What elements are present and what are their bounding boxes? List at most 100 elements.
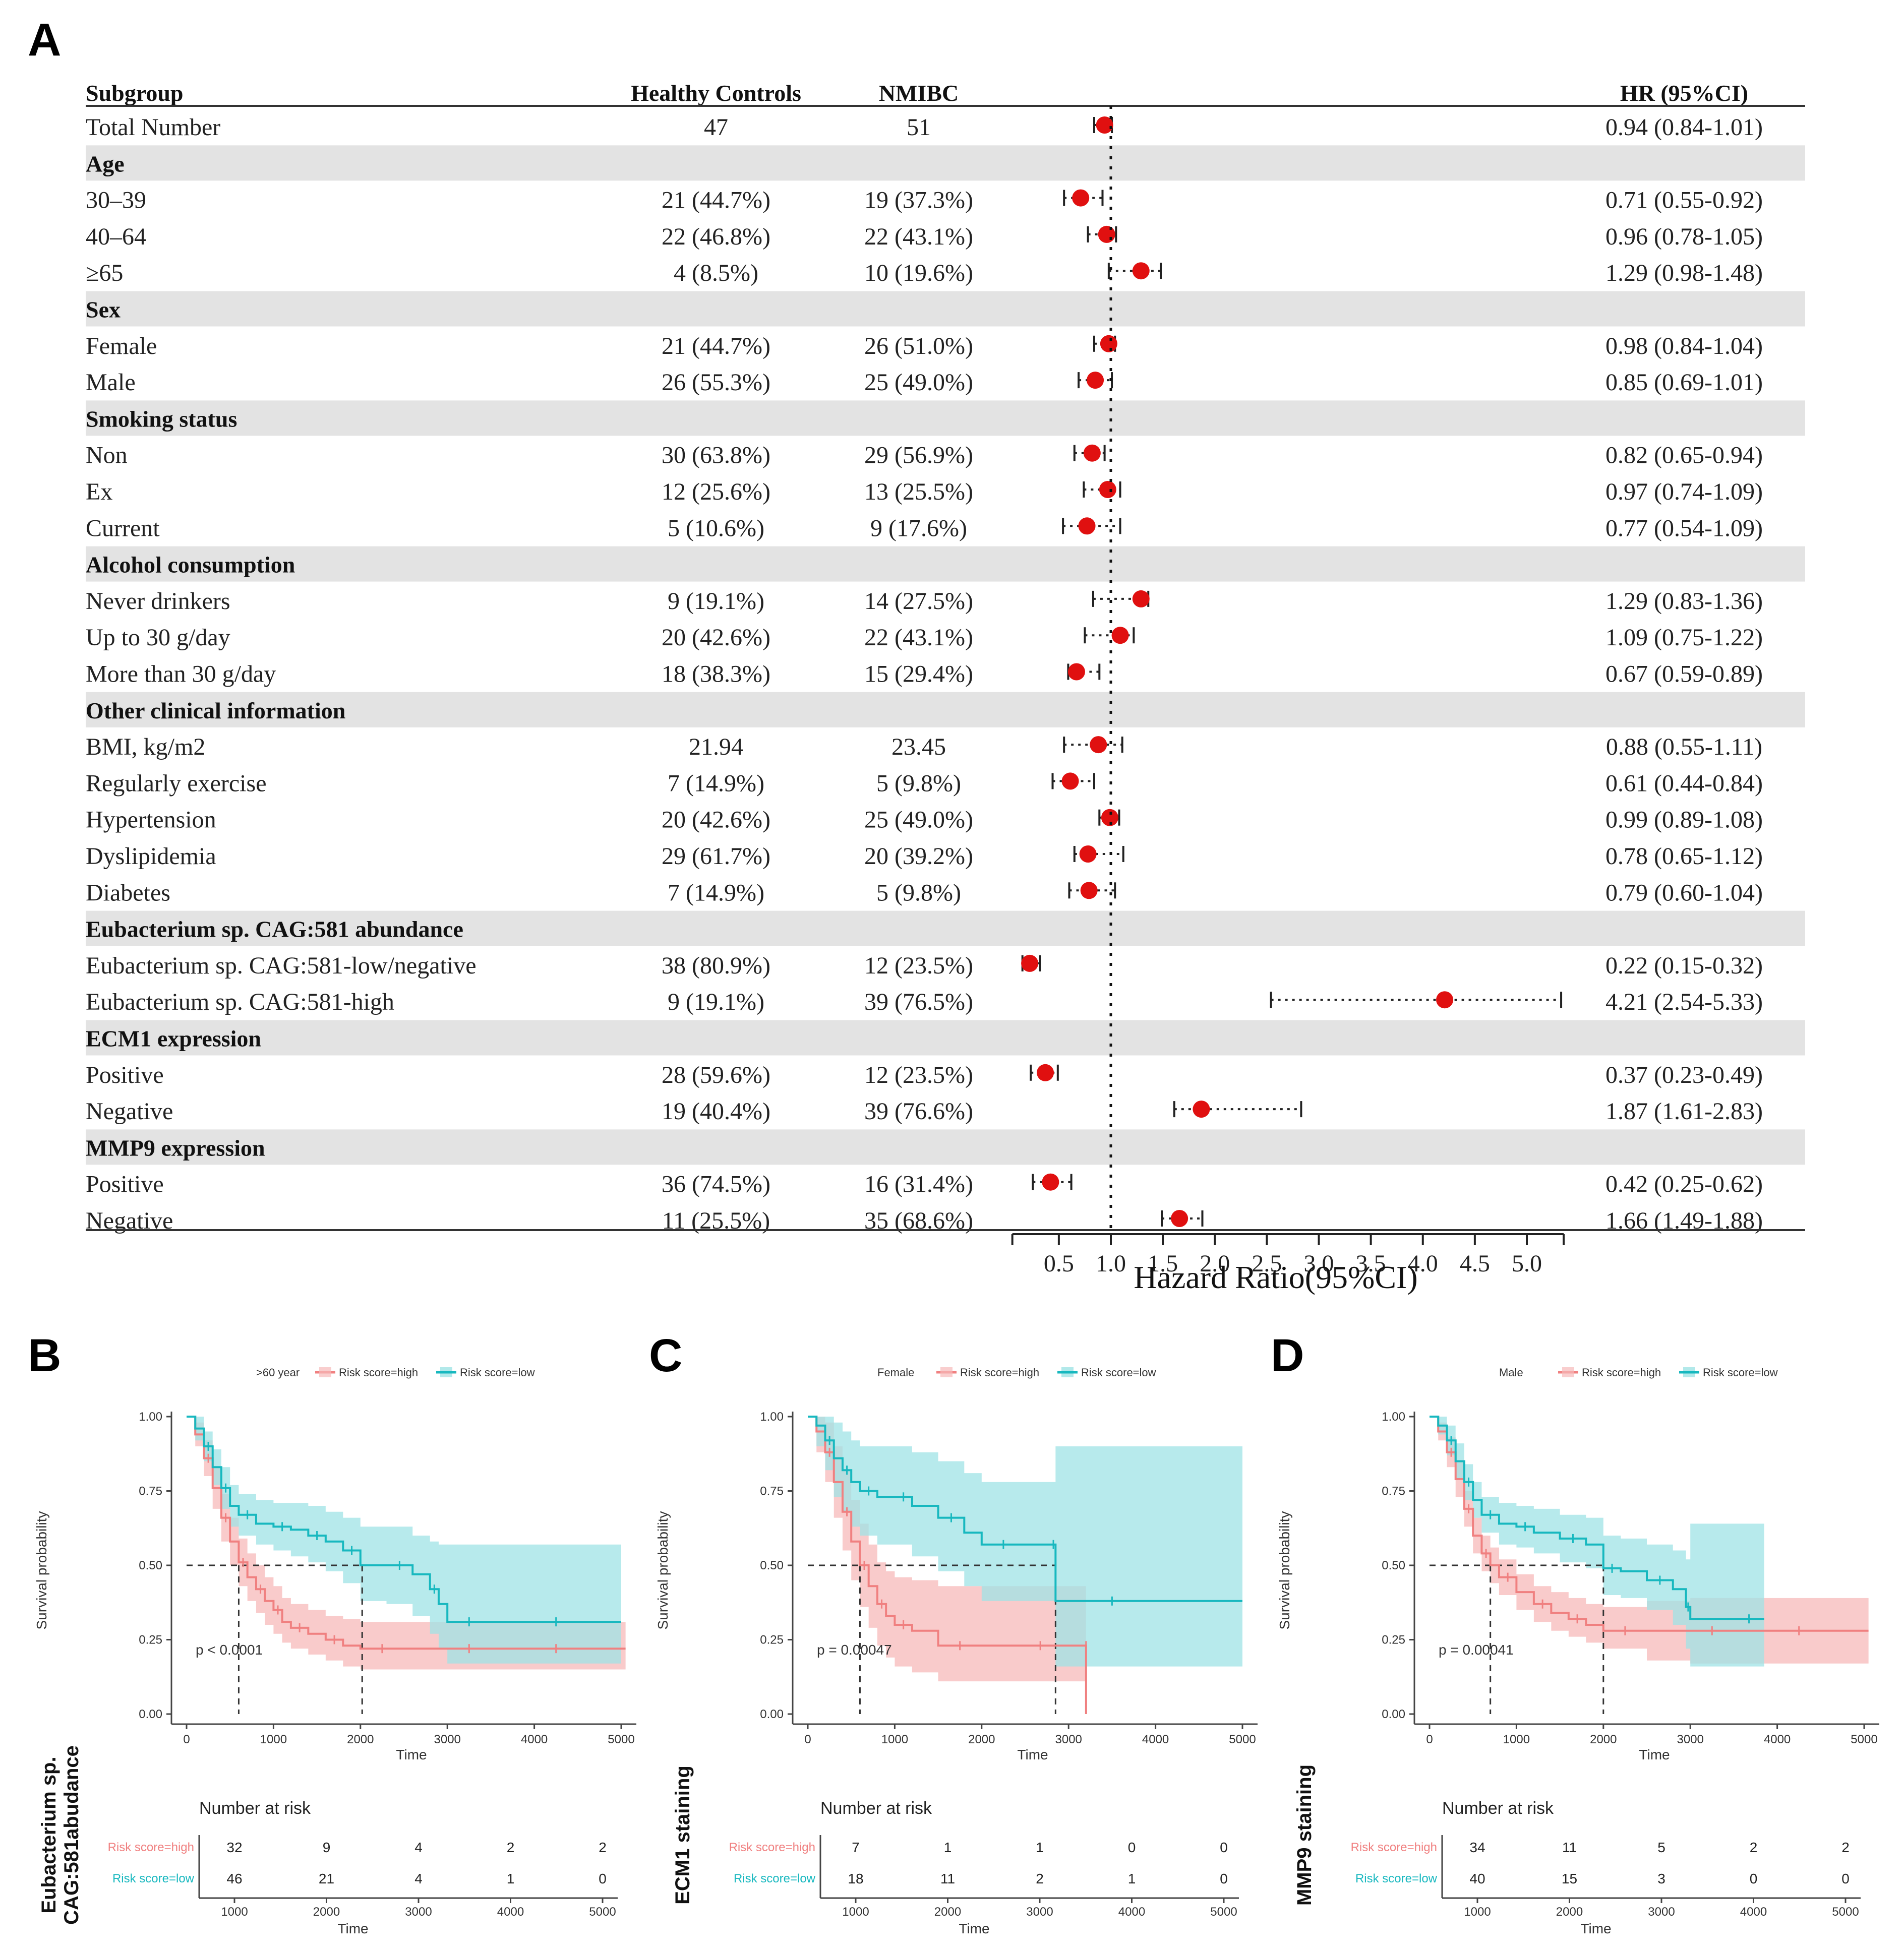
- risk-x-tick-label: 4000: [1118, 1905, 1145, 1919]
- nmibc-value: 13 (25.5%): [864, 478, 973, 505]
- nmibc-value: 5 (9.8%): [876, 770, 961, 797]
- healthy-controls-value: 9 (19.1%): [668, 989, 764, 1015]
- risk-row-label-high: Risk score=high: [108, 1841, 194, 1854]
- ci-ribbon-high: [1430, 1417, 1869, 1664]
- y-tick-label: 0.75: [139, 1485, 162, 1498]
- hr-value: 0.85 (0.69-1.01): [1605, 369, 1763, 396]
- risk-count-high: 2: [599, 1840, 607, 1855]
- risk-count-high: 4: [414, 1840, 423, 1855]
- risk-x-tick-label: 5000: [1832, 1905, 1859, 1919]
- risk-x-tick-label: 2000: [1556, 1905, 1583, 1919]
- risk-x-axis-label: Time: [959, 1921, 989, 1936]
- risk-count-low: 4: [414, 1871, 423, 1886]
- healthy-controls-value: 5 (10.6%): [668, 515, 764, 541]
- hr-point: [1072, 189, 1090, 207]
- y-tick-label: 0.25: [760, 1633, 784, 1647]
- km-panel-d: D Male Risk score=high Risk score=low 0.00 0.…: [1271, 1330, 1879, 1936]
- y-tick-label: 1.00: [760, 1410, 784, 1424]
- row-label: Ex: [86, 478, 112, 505]
- axis-tick-label: 5.0: [1512, 1250, 1542, 1277]
- legend-title: Female: [877, 1366, 914, 1379]
- hr-point: [1096, 116, 1113, 134]
- hr-value: 0.42 (0.25-0.62): [1605, 1171, 1763, 1198]
- group-header: Alcohol consumption: [86, 552, 295, 578]
- ci-ribbon-low: [1430, 1417, 1764, 1667]
- nmibc-value: 16 (31.4%): [864, 1171, 973, 1198]
- nmibc-value: 26 (51.0%): [864, 333, 973, 359]
- x-tick-label: 3000: [1055, 1733, 1082, 1746]
- nmibc-value: 12 (23.5%): [864, 952, 973, 979]
- row-label: Up to 30 g/day: [86, 624, 230, 651]
- hr-value: 0.22 (0.15-0.32): [1605, 952, 1763, 979]
- group-band: [86, 546, 1805, 582]
- risk-count-low: 46: [226, 1871, 242, 1886]
- panel-label-a: A: [28, 14, 61, 66]
- y-axis-label: Survival probability: [1277, 1511, 1292, 1630]
- x-tick-label: 2000: [1590, 1733, 1617, 1746]
- hr-value: 1.09 (0.75-1.22): [1605, 624, 1763, 651]
- legend-low-label: Risk score=low: [460, 1366, 535, 1379]
- risk-count-low: 21: [319, 1871, 334, 1886]
- hr-point: [1132, 590, 1150, 607]
- nmibc-value: 39 (76.5%): [864, 989, 973, 1015]
- risk-x-tick-label: 4000: [1740, 1905, 1767, 1919]
- group-band: [86, 291, 1805, 327]
- row-label: Total Number: [86, 114, 220, 141]
- risk-x-tick-label: 1000: [221, 1905, 248, 1919]
- ci-ribbon-low: [808, 1417, 1242, 1667]
- healthy-controls-value: 20 (42.6%): [662, 624, 770, 651]
- hr-point: [1021, 954, 1039, 972]
- risk-count-high: 2: [507, 1840, 515, 1855]
- row-label: 30–39: [86, 187, 146, 214]
- risk-x-tick-label: 3000: [405, 1905, 432, 1919]
- x-tick-label: 2000: [347, 1733, 374, 1746]
- risk-x-tick-label: 1000: [1464, 1905, 1491, 1919]
- hr-value: 0.94 (0.84-1.01): [1605, 114, 1763, 141]
- forest-header-bands: [86, 145, 1805, 1165]
- risk-count-high: 9: [323, 1840, 331, 1855]
- group-band: [86, 1020, 1805, 1056]
- column-header-hr: HR (95%CI): [1620, 80, 1748, 106]
- ci-ribbon-high: [808, 1417, 1086, 1714]
- risk-table-title: Number at risk: [1442, 1799, 1554, 1818]
- risk-x-tick-label: 2000: [934, 1905, 961, 1919]
- group-header: Smoking status: [86, 406, 237, 432]
- side-label-line1: Eubacterium sp.: [38, 1756, 60, 1913]
- x-tick-label: 4000: [1764, 1733, 1791, 1746]
- x-tick-label: 2000: [968, 1733, 995, 1746]
- hr-point: [1061, 772, 1079, 790]
- y-tick-label: 0.50: [760, 1559, 784, 1572]
- risk-count-low: 1: [507, 1871, 515, 1886]
- hr-value: 0.96 (0.78-1.05): [1605, 223, 1763, 250]
- x-tick-label: 4000: [521, 1733, 548, 1746]
- risk-count-high: 5: [1657, 1840, 1665, 1855]
- legend-high-label: Risk score=high: [1582, 1366, 1661, 1379]
- y-axis-label: Survival probability: [34, 1511, 49, 1630]
- y-tick-label: 0.00: [760, 1707, 784, 1721]
- hr-point: [1067, 663, 1085, 681]
- y-tick-label: 1.00: [139, 1410, 162, 1424]
- hr-value: 0.99 (0.89-1.08): [1605, 807, 1763, 833]
- row-label: Male: [86, 369, 136, 396]
- axis-tick-label: 4.0: [1408, 1250, 1438, 1277]
- risk-table-title: Number at risk: [820, 1799, 932, 1818]
- risk-count-high: 32: [226, 1840, 242, 1855]
- column-header-nmibc: NMIBC: [879, 80, 959, 106]
- p-value: p = 0.00047: [817, 1642, 892, 1658]
- hr-value: 0.88 (0.55-1.11): [1606, 734, 1762, 760]
- group-band: [86, 910, 1805, 946]
- ci-ribbon-high: [187, 1417, 626, 1670]
- risk-count-low: 0: [1220, 1871, 1228, 1886]
- y-tick-label: 0.00: [139, 1707, 162, 1721]
- risk-x-tick-label: 3000: [1648, 1905, 1675, 1919]
- survival-curve-low: [187, 1416, 621, 1623]
- hr-value: 0.37 (0.23-0.49): [1605, 1062, 1763, 1088]
- hr-point: [1079, 845, 1097, 863]
- forest-x-axis-label: Hazard Ratio(95%CI): [1134, 1259, 1417, 1295]
- x-axis-label: Time: [396, 1747, 427, 1762]
- x-tick-label: 3000: [434, 1733, 461, 1746]
- x-axis-label: Time: [1639, 1747, 1670, 1762]
- risk-row-label-low: Risk score=low: [112, 1872, 195, 1885]
- risk-count-high: 7: [852, 1840, 860, 1855]
